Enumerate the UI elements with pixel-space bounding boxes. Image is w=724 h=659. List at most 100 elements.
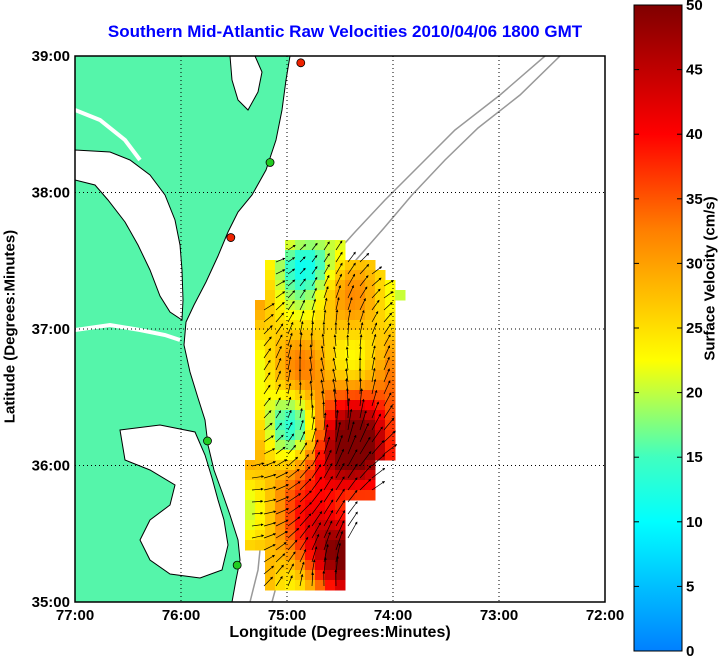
velocity-cell bbox=[345, 460, 356, 471]
velocity-vector bbox=[299, 536, 309, 551]
velocity-vector bbox=[275, 575, 283, 587]
velocity-cell bbox=[325, 380, 336, 391]
velocity-cell bbox=[285, 250, 296, 261]
velocity-cell bbox=[355, 320, 366, 331]
velocity-cell bbox=[285, 410, 296, 421]
velocity-vector bbox=[287, 321, 294, 335]
velocity-vector bbox=[371, 310, 379, 323]
velocity-vector bbox=[309, 380, 313, 395]
velocity-vector bbox=[287, 244, 296, 251]
velocity-vector bbox=[287, 356, 292, 371]
velocity-vector bbox=[383, 444, 398, 455]
velocity-vector bbox=[275, 459, 288, 467]
velocity-cell bbox=[385, 280, 396, 291]
y-tick-labels: 39:00 38:00 37:00 36:00 35:00 bbox=[32, 48, 70, 611]
velocity-vector bbox=[299, 442, 307, 455]
velocity-cell bbox=[285, 580, 296, 591]
velocity-cell bbox=[275, 400, 286, 411]
velocity-cell bbox=[335, 340, 346, 351]
velocity-vector bbox=[287, 344, 292, 359]
velocity-cell bbox=[245, 490, 256, 501]
velocity-vector bbox=[359, 478, 372, 491]
velocity-vector bbox=[311, 464, 322, 479]
velocity-cell bbox=[335, 270, 346, 281]
velocity-cell bbox=[325, 320, 336, 331]
velocity-vector bbox=[335, 510, 345, 527]
velocity-vector bbox=[311, 476, 322, 491]
velocity-cell bbox=[375, 310, 386, 321]
velocity-vector bbox=[275, 383, 281, 395]
station-marker bbox=[226, 233, 236, 242]
velocity-vector bbox=[263, 410, 272, 419]
velocity-vector bbox=[299, 490, 312, 503]
velocity-vector bbox=[299, 267, 306, 275]
velocity-cell bbox=[325, 530, 336, 541]
velocity-vector bbox=[323, 241, 330, 251]
velocity-cell bbox=[255, 440, 266, 451]
velocity-cell bbox=[305, 400, 316, 411]
velocity-vector bbox=[275, 291, 286, 299]
velocity-cell bbox=[315, 500, 326, 511]
velocity-vector bbox=[383, 368, 390, 383]
velocity-vector bbox=[311, 404, 314, 419]
velocity-cell bbox=[375, 340, 386, 351]
velocity-cell bbox=[265, 360, 276, 371]
velocity-cell bbox=[385, 440, 396, 451]
velocity-cell bbox=[335, 480, 346, 491]
velocity-vector bbox=[263, 384, 271, 395]
velocity-cell bbox=[275, 550, 286, 561]
velocity-cell bbox=[255, 490, 266, 501]
velocity-vector bbox=[287, 421, 293, 431]
velocity-cell bbox=[315, 290, 326, 301]
velocity-cell bbox=[335, 560, 346, 571]
velocity-cell bbox=[375, 320, 386, 331]
colorbar-tick-label: 15 bbox=[686, 449, 703, 466]
velocity-vector bbox=[347, 463, 358, 479]
velocity-vector bbox=[347, 421, 355, 443]
velocity-cell bbox=[315, 260, 326, 271]
velocity-vector bbox=[335, 421, 342, 443]
velocity-cell bbox=[345, 340, 356, 351]
velocity-vector bbox=[347, 273, 356, 287]
velocity-cell bbox=[335, 390, 346, 401]
velocity-vector bbox=[347, 251, 356, 263]
velocity-cell bbox=[265, 260, 276, 271]
velocity-vector bbox=[335, 434, 343, 455]
velocity-vector bbox=[287, 468, 300, 479]
velocity-cell bbox=[265, 290, 276, 301]
velocity-vector bbox=[359, 297, 366, 311]
velocity-vector bbox=[299, 548, 307, 563]
velocity-cell bbox=[255, 480, 266, 491]
velocity-vector bbox=[311, 559, 316, 575]
velocity-cell bbox=[275, 260, 286, 271]
velocity-cell bbox=[265, 350, 276, 361]
velocity-vector bbox=[359, 345, 362, 359]
velocity-cell bbox=[335, 310, 346, 321]
velocity-cell bbox=[265, 480, 276, 491]
velocity-cell bbox=[365, 420, 376, 431]
velocity-cell bbox=[275, 500, 286, 511]
velocity-vector bbox=[335, 251, 343, 263]
velocity-cell bbox=[305, 500, 316, 511]
velocity-cell bbox=[245, 480, 256, 491]
velocity-cell bbox=[355, 310, 366, 321]
velocity-vector bbox=[275, 410, 282, 419]
velocity-cell bbox=[285, 480, 296, 491]
velocity-cell bbox=[385, 360, 396, 371]
velocity-vector bbox=[263, 554, 276, 563]
velocity-vector bbox=[275, 334, 283, 347]
velocity-vector bbox=[251, 499, 264, 503]
velocity-vector bbox=[311, 416, 316, 431]
velocity-cell bbox=[305, 340, 316, 351]
velocity-cell bbox=[245, 460, 256, 471]
velocity-cell bbox=[295, 560, 306, 571]
velocity-vector bbox=[371, 454, 386, 467]
velocity-cell bbox=[325, 240, 336, 251]
velocity-cell bbox=[355, 270, 366, 281]
velocity-cell bbox=[265, 550, 276, 561]
velocity-vector bbox=[311, 254, 318, 263]
velocity-cell bbox=[315, 320, 326, 331]
velocity-cell bbox=[315, 540, 326, 551]
velocity-vector bbox=[347, 501, 358, 515]
velocity-cell bbox=[355, 490, 366, 501]
